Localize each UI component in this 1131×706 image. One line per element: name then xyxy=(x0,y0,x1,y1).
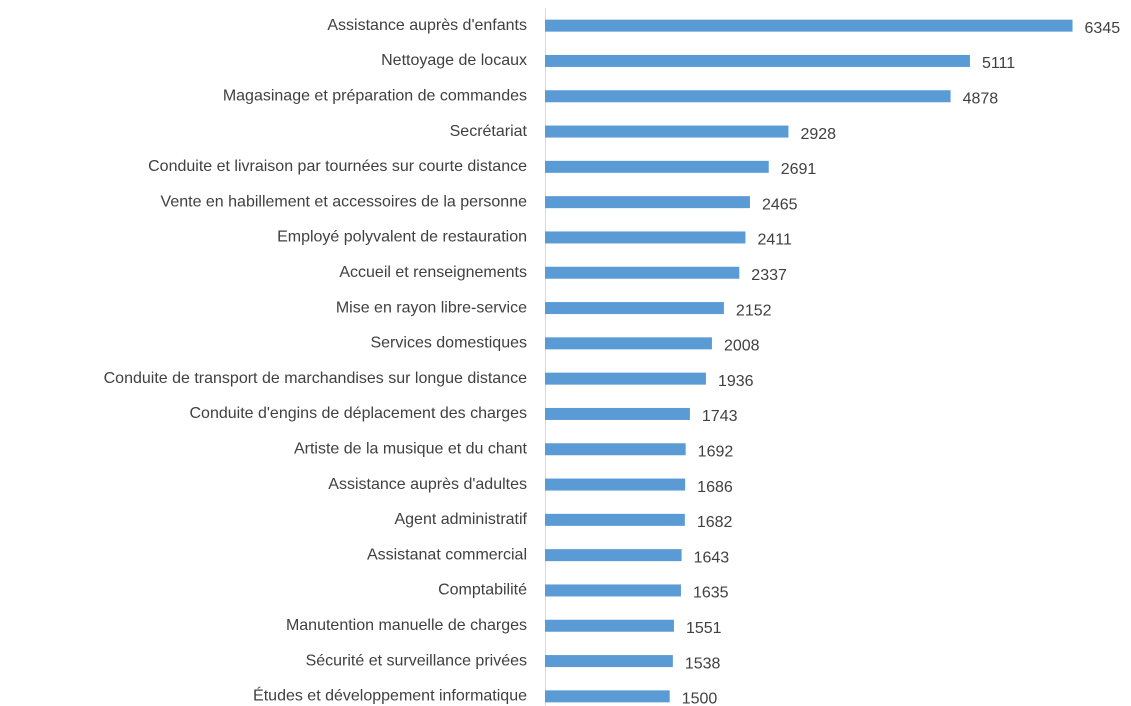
y-tick-label: Accueil et renseignements xyxy=(339,264,527,281)
value-label: 2465 xyxy=(762,196,798,213)
bar xyxy=(545,302,724,315)
bar xyxy=(545,619,674,632)
bar xyxy=(545,54,970,67)
y-tick-label: Agent administratif xyxy=(394,511,527,528)
y-tick-label: Secrétariat xyxy=(450,123,528,140)
bar xyxy=(545,372,706,385)
bar xyxy=(545,549,682,562)
y-tick-label: Magasinage et préparation de commandes xyxy=(223,87,527,104)
value-label: 1643 xyxy=(694,549,730,566)
bar xyxy=(545,584,681,597)
y-tick-label: Assistance auprès d'enfants xyxy=(327,17,527,34)
bar xyxy=(545,19,1073,32)
value-label: 2337 xyxy=(751,267,787,284)
bar xyxy=(545,160,769,173)
bar xyxy=(545,513,685,526)
value-label: 2152 xyxy=(736,302,772,319)
bar xyxy=(545,478,686,491)
value-label: 1682 xyxy=(697,514,733,531)
y-tick-label: Manutention manuelle de charges xyxy=(286,617,527,634)
value-label: 2691 xyxy=(781,161,817,178)
y-tick-label: Assistance auprès d'adultes xyxy=(328,476,527,493)
value-label: 2928 xyxy=(800,126,836,143)
bar xyxy=(545,231,746,244)
y-tick-label: Conduite et livraison par tournées sur c… xyxy=(148,158,527,175)
value-label: 6345 xyxy=(1085,20,1121,37)
value-label: 2008 xyxy=(724,338,760,355)
y-tick-label: Conduite d'engins de déplacement des cha… xyxy=(189,405,527,422)
y-tick-label: Employé polyvalent de restauration xyxy=(277,229,527,246)
value-label: 1743 xyxy=(702,408,738,425)
bar xyxy=(545,125,789,138)
bar xyxy=(545,196,750,209)
y-tick-label: Artiste de la musique et du chant xyxy=(294,440,528,457)
value-label: 2411 xyxy=(757,232,792,249)
bar xyxy=(545,90,951,103)
value-label: 1936 xyxy=(718,373,754,390)
value-label: 5111 xyxy=(982,55,1015,72)
value-label: 1692 xyxy=(698,443,734,460)
y-tick-label: Sécurité et surveillance privées xyxy=(306,652,527,669)
y-tick-label: Conduite de transport de marchandises su… xyxy=(104,370,527,387)
value-label: 1500 xyxy=(682,691,718,706)
bar xyxy=(545,443,686,456)
bar xyxy=(545,655,673,668)
value-label: 1635 xyxy=(693,585,729,602)
bar xyxy=(545,690,670,703)
y-tick-label: Études et développement informatique xyxy=(253,686,527,705)
y-tick-label: Comptabilité xyxy=(438,582,527,599)
bar xyxy=(545,407,690,420)
y-tick-label: Vente en habillement et accessoires de l… xyxy=(161,193,528,210)
value-label: 1686 xyxy=(697,479,733,496)
y-tick-label: Mise en rayon libre-service xyxy=(336,299,527,316)
value-label: 1551 xyxy=(686,620,722,637)
bar xyxy=(545,266,740,279)
y-tick-label: Nettoyage de locaux xyxy=(381,52,527,69)
value-label: 4878 xyxy=(963,90,999,107)
value-label: 1538 xyxy=(685,655,721,672)
bar xyxy=(545,337,712,350)
y-tick-label: Services domestiques xyxy=(370,335,527,352)
y-tick-label: Assistanat commercial xyxy=(367,546,527,563)
